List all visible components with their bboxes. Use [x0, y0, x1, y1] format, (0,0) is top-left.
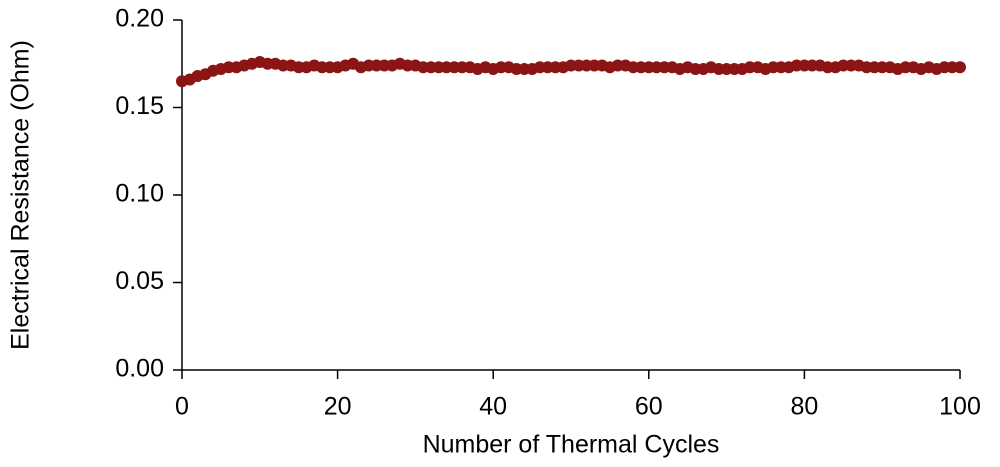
y-tick-label: 0.00 [115, 355, 164, 383]
x-tick-label: 40 [479, 393, 507, 421]
x-axis-label: Number of Thermal Cycles [423, 431, 720, 459]
x-tick-label: 100 [939, 393, 981, 421]
y-tick-label: 0.20 [115, 5, 164, 33]
x-tick-label: 60 [635, 393, 663, 421]
y-tick-label: 0.05 [115, 267, 164, 295]
data-point [954, 61, 966, 74]
y-tick-label: 0.15 [115, 92, 164, 120]
x-tick-label: 20 [324, 393, 352, 421]
x-tick-label: 0 [175, 393, 189, 421]
y-tick-label: 0.10 [115, 180, 164, 208]
x-tick-label: 80 [790, 393, 818, 421]
y-axis-label: Electrical Resistance (Ohm) [7, 40, 35, 350]
